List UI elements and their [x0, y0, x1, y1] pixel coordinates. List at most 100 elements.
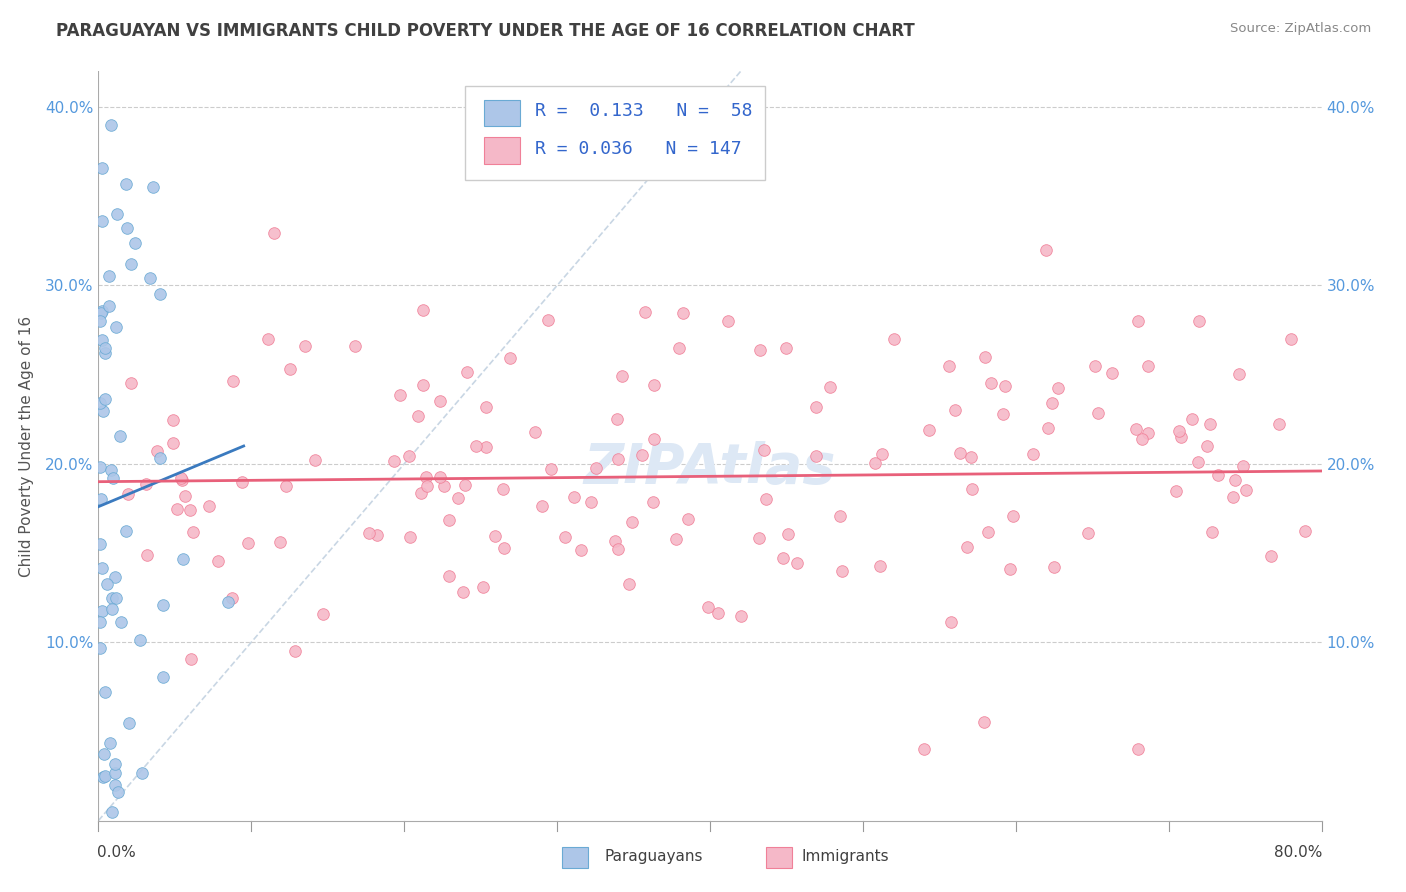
Point [1136, 359, 1159, 374]
Point [124, 235, 146, 250]
Point [398, 449, 420, 463]
Point [276, 479, 298, 493]
Point [89, 396, 111, 410]
Point [304, 453, 326, 467]
Point [606, 412, 628, 426]
Point [278, 361, 301, 376]
Text: R = 0.036   N = 147: R = 0.036 N = 147 [536, 139, 742, 158]
Point [605, 533, 627, 548]
Point [110, 615, 132, 630]
Point [869, 559, 891, 574]
Point [870, 447, 893, 461]
Point [207, 553, 229, 567]
Point [284, 644, 307, 658]
Point [89, 641, 111, 656]
Point [606, 452, 628, 467]
Point [120, 257, 142, 271]
Point [818, 380, 841, 394]
Point [105, 207, 128, 221]
Point [581, 495, 603, 509]
Point [135, 476, 157, 491]
Point [343, 339, 366, 353]
Point [257, 332, 280, 346]
Point [492, 541, 515, 555]
Point [865, 457, 887, 471]
Point [1188, 314, 1211, 328]
Text: 80.0%: 80.0% [1274, 845, 1323, 860]
Point [484, 529, 506, 543]
Point [1208, 468, 1230, 483]
Point [1201, 525, 1223, 540]
Point [108, 429, 131, 443]
Point [93, 747, 115, 761]
Point [389, 388, 412, 402]
Point [456, 365, 478, 379]
Point [91, 771, 114, 785]
Point [991, 408, 1014, 422]
Point [131, 766, 153, 780]
Point [94, 769, 117, 783]
Point [755, 492, 778, 507]
Point [231, 475, 253, 489]
Point [120, 376, 142, 390]
Point [754, 443, 776, 458]
Point [135, 548, 157, 562]
Point [492, 482, 515, 496]
Point [665, 532, 688, 546]
Point [1168, 424, 1191, 438]
Point [451, 584, 474, 599]
Point [104, 766, 127, 780]
Point [382, 454, 405, 468]
Point [943, 403, 966, 417]
Point [139, 271, 162, 285]
Point [263, 227, 285, 241]
Point [91, 213, 114, 227]
Point [980, 376, 1002, 391]
Point [778, 526, 800, 541]
Point [145, 443, 167, 458]
Text: 0.0%: 0.0% [97, 845, 136, 860]
Text: R =  0.133   N =  58: R = 0.133 N = 58 [536, 102, 752, 120]
Point [197, 499, 219, 513]
Point [1260, 549, 1282, 563]
Point [1268, 417, 1291, 432]
Point [162, 436, 184, 450]
Point [152, 598, 174, 612]
Bar [484, 100, 520, 126]
Point [524, 425, 547, 440]
Point [433, 479, 456, 493]
Point [217, 595, 239, 609]
Point [949, 445, 972, 459]
Point [91, 304, 114, 318]
Point [475, 440, 498, 454]
Point [806, 400, 828, 414]
Point [974, 350, 997, 364]
Point [90, 491, 112, 506]
Point [977, 524, 1000, 539]
Point [631, 448, 654, 462]
Point [149, 450, 172, 465]
Point [960, 482, 983, 496]
Y-axis label: Child Poverty Under the Age of 16: Child Poverty Under the Age of 16 [18, 316, 34, 576]
Point [772, 551, 794, 566]
Point [104, 591, 127, 605]
Point [104, 779, 127, 793]
Point [540, 462, 562, 476]
Point [1130, 432, 1153, 446]
Point [749, 343, 772, 357]
Point [671, 306, 693, 320]
Point [1294, 524, 1316, 538]
Point [562, 491, 585, 505]
Point [1042, 559, 1064, 574]
Point [569, 542, 592, 557]
Point [554, 530, 576, 544]
Point [471, 580, 494, 594]
Point [294, 339, 316, 353]
Point [612, 368, 634, 383]
Point [415, 470, 437, 484]
Point [429, 394, 451, 409]
Point [1128, 742, 1150, 756]
Point [142, 180, 165, 194]
Point [830, 508, 852, 523]
Point [1035, 243, 1057, 257]
